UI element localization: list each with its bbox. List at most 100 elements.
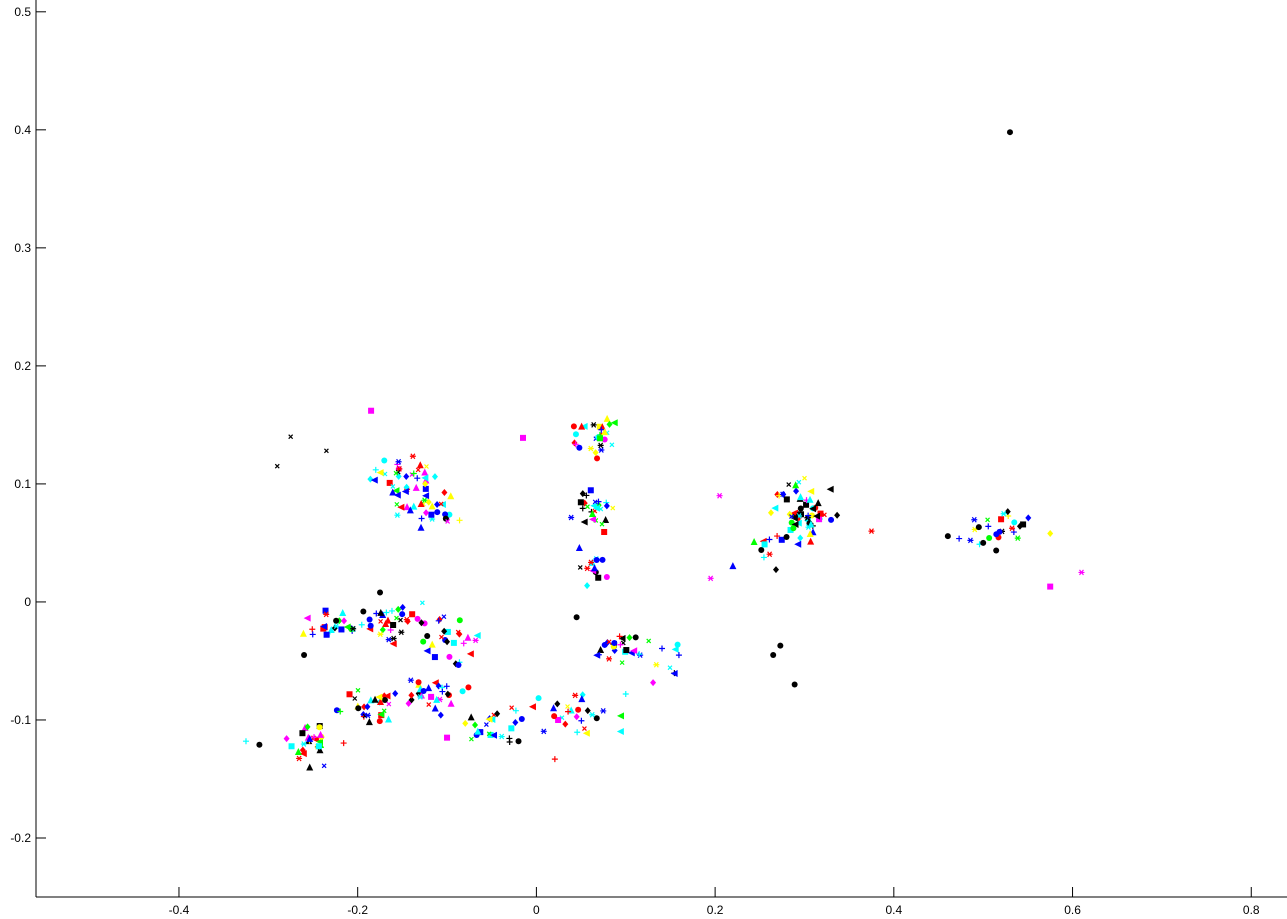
data-point-black-circle [256,741,263,748]
data-point-black-diamond [418,619,425,627]
data-point-blue-diamond [1025,514,1032,522]
data-point-blue-circle [333,707,340,714]
data-point-magenta-star [472,637,479,644]
data-point-blue-tri-left [490,731,498,739]
data-point-black-diamond [584,707,591,715]
data-point-yellow-plus [776,492,783,499]
y-tick-label: 0.4 [14,123,31,137]
data-point-blue-star [395,458,402,465]
data-point-cyan-plus [636,651,643,658]
data-point-magenta-square [555,716,562,723]
data-point-black-triangle [602,515,610,523]
data-point-black-circle [791,681,798,688]
data-point-black-diamond [554,700,561,708]
data-point-red-triangle [382,620,390,628]
data-point-yellow-triangle [447,492,455,500]
data-point-blue-diamond [434,501,441,509]
data-point-blue-plus [659,645,666,652]
data-point-green-tri-left [616,712,624,720]
data-point-black-x [352,696,358,701]
data-point-red-plus [565,708,572,715]
data-point-magenta-star [1078,569,1085,576]
data-point-red-diamond [436,615,443,623]
data-point-cyan-diamond [797,534,804,542]
y-tick-label: -0.2 [10,831,31,845]
data-point-green-diamond [379,626,386,634]
data-point-red-star [403,616,410,623]
data-point-black-circle [944,533,951,540]
data-point-red-square [409,611,416,618]
data-point-red-tri-left [389,640,397,648]
data-point-green-x [646,638,652,644]
data-point-magenta-diamond [423,509,430,517]
data-point-black-star [597,442,604,449]
data-point-black-square [803,501,810,508]
data-point-cyan-circle [446,511,453,518]
data-point-black-circle [980,539,987,546]
data-point-black-triangle [377,608,385,616]
data-point-green-x [355,687,361,693]
data-point-black-circle [993,547,1000,554]
data-point-red-x [415,467,421,473]
data-point-black-circle [355,705,362,712]
y-axis-ticks: -0.2 -0.1 0 0.1 0.2 0.3 0.4 0.5 [10,5,46,845]
data-point-red-plus [774,533,781,540]
data-point-red-star [323,611,330,618]
data-point-black-diamond [444,690,451,698]
data-point-green-x [393,470,399,476]
data-point-red-x [606,639,612,645]
data-point-black-square [390,621,397,628]
data-point-blue-square [338,626,345,633]
data-point-cyan-star [498,733,505,740]
data-point-magenta-plus [460,640,467,647]
data-point-green-triangle [750,538,758,546]
data-point-yellow-triangle [299,629,307,637]
data-point-blue-plus [675,652,682,659]
data-point-blue-tri-left [370,476,378,484]
data-point-green-x [394,501,400,507]
data-point-black-circle [770,652,777,659]
data-point-magenta-plus [311,734,318,741]
data-point-red-triangle [807,537,815,545]
data-point-blue-plus [766,536,773,543]
data-point-blue-circle [576,444,583,451]
data-point-blue-circle [828,516,835,523]
data-point-yellow-tri-left [485,715,493,723]
x-tick-label: -0.2 [347,903,368,917]
data-point-yellow-triangle [428,502,436,510]
data-point-blue-square [323,631,330,638]
data-point-red-star [588,559,595,566]
data-point-black-tri-left [618,634,626,642]
data-point-cyan-plus [242,738,249,745]
data-point-red-circle [594,455,601,462]
data-point-blue-plus [373,610,380,617]
data-point-black-tri-left [791,520,799,528]
data-point-magenta-tri-left [589,515,597,523]
data-point-red-plus [551,756,558,763]
data-point-black-square [299,730,306,737]
data-point-blue-star [637,652,644,658]
data-point-blue-square [778,536,785,543]
data-point-black-square [595,574,602,581]
data-point-black-diamond [444,638,451,646]
data-point-red-triangle [377,697,385,705]
data-point-yellow-tri-left [376,469,384,477]
data-point-blue-tri-left [670,669,678,677]
data-point-black-diamond [579,490,586,498]
data-point-yellow-triangle [428,640,436,648]
data-point-blue-triangle [417,523,425,531]
x-tick-label: 0.2 [707,903,724,917]
data-point-black-x [398,617,403,623]
data-point-cyan-diamond [367,475,374,483]
data-point-magenta-diamond [283,735,290,743]
data-point-red-x [582,726,587,731]
data-point-blue-diamond [604,638,611,646]
data-point-yellow-tri-left [807,487,815,495]
data-point-cyan-tri-left [473,631,481,639]
data-point-blue-square [587,487,594,494]
data-point-cyan-x [390,483,396,489]
data-point-red-diamond [456,630,463,638]
data-point-black-diamond [408,696,415,704]
data-point-black-circle [381,697,388,704]
data-point-red-star [409,453,416,460]
